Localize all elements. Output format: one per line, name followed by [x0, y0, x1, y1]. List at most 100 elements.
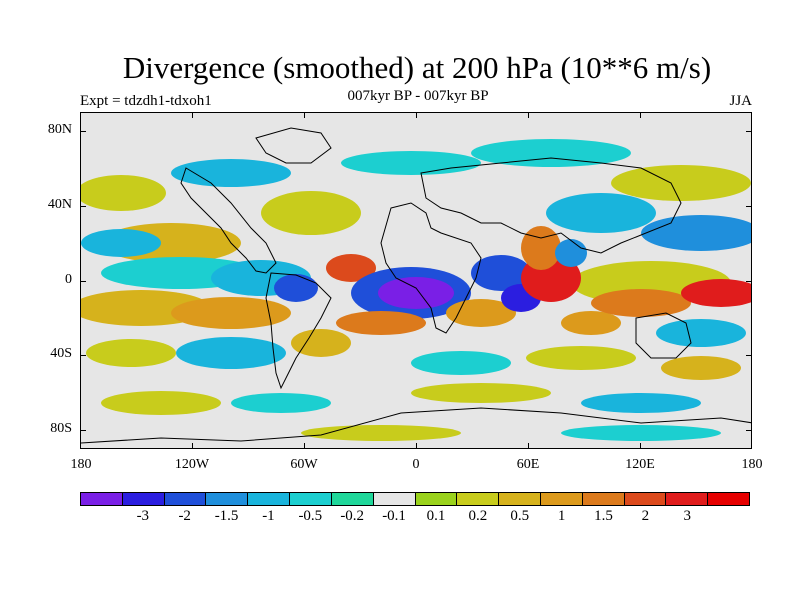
x-tick [528, 443, 529, 449]
fill-patch [86, 339, 176, 367]
coast-africa [380, 202, 482, 334]
coast-australia [635, 312, 692, 359]
fill-patch [446, 299, 516, 327]
y-label-80S: 80S [50, 421, 72, 436]
y-label-80N: 80N [47, 122, 72, 137]
x-label-120W: 120W [174, 457, 210, 472]
y-tick [80, 131, 86, 132]
fill-patch [291, 329, 351, 357]
y-tick [80, 430, 86, 431]
colorbar-label: -2 [178, 508, 191, 524]
colorbar-swatch [122, 493, 165, 505]
coast-antarctica [81, 407, 751, 444]
y-tick [80, 281, 86, 282]
fill-patch [231, 393, 331, 413]
y-tick [80, 355, 86, 356]
fill-patch [641, 215, 751, 251]
x-tick [304, 112, 305, 118]
coast-eurasia [420, 157, 682, 254]
x-label-180-left: 180 [70, 457, 92, 472]
x-tick [192, 443, 193, 449]
colorbar-label: 0.5 [510, 508, 530, 524]
fill-patch [471, 139, 631, 167]
colorbar-label: -3 [136, 508, 150, 524]
season-label: JJA [729, 93, 752, 109]
colorbar-swatch [499, 493, 541, 505]
y-label-0: 0 [65, 272, 72, 287]
fill-patch [411, 351, 511, 375]
colorbar-swatch [81, 493, 123, 505]
x-tick [416, 112, 417, 118]
fill-patch [301, 425, 461, 441]
fill-patch [561, 425, 721, 441]
y-label-40S: 40S [50, 346, 72, 361]
colorbar-swatch [290, 493, 332, 505]
x-tick [192, 112, 193, 118]
fill-patch [341, 151, 481, 175]
colorbar-label: 0.2 [468, 508, 488, 524]
fill-patch [81, 229, 161, 257]
colorbar-swatch [206, 493, 249, 505]
y-label-40N: 40N [47, 197, 72, 212]
x-tick [640, 112, 641, 118]
x-tick [528, 112, 529, 118]
colorbar-label: -0.5 [298, 508, 323, 524]
coastlines [81, 127, 751, 444]
y-tick [80, 206, 86, 207]
colorbar-label: -1 [262, 508, 275, 524]
fill-patch [336, 311, 426, 335]
colorbar-swatch [415, 493, 458, 505]
fill-patch [81, 175, 166, 211]
fill-patch [274, 274, 318, 302]
colorbar-label: -1.5 [214, 508, 239, 524]
period-label: 007kyr BP - 007kyr BP [347, 88, 489, 104]
fill-patch [611, 165, 751, 201]
fill-patch [656, 319, 746, 347]
y-tick [746, 430, 752, 431]
colorbar-swatch [331, 493, 374, 505]
fill-patch [261, 191, 361, 235]
x-label-0: 0 [412, 457, 420, 472]
y-tick [746, 206, 752, 207]
fill-patch [661, 356, 741, 380]
colorbar-label: 1.5 [594, 508, 613, 524]
fill-patch [561, 311, 621, 335]
fill-patch [326, 254, 376, 282]
fill-patch [521, 226, 561, 270]
colorbar-swatch [248, 493, 291, 505]
fill-patch [591, 289, 691, 317]
fill-patch [176, 337, 286, 369]
y-tick [746, 131, 752, 132]
x-tick [640, 443, 641, 449]
x-label-60W: 60W [290, 457, 318, 472]
coast-north-america [180, 167, 277, 274]
colorbar-label: 1 [557, 508, 566, 524]
fill-patch [526, 346, 636, 370]
colorbar-label: 2 [641, 508, 650, 524]
x-label-180-right: 180 [741, 457, 763, 472]
contour-fills [81, 139, 751, 441]
colorbar-label: 3 [683, 508, 691, 524]
fill-patch [546, 193, 656, 233]
colorbar-swatch [582, 493, 625, 505]
coast-greenland [255, 127, 332, 164]
coast-south-america [265, 272, 332, 390]
y-tick [746, 281, 752, 282]
x-tick [304, 443, 305, 449]
x-label-60E: 60E [516, 457, 540, 472]
experiment-label: Expt = tdzdh1-tdxoh1 [80, 93, 212, 109]
colorbar-swatch [708, 493, 749, 505]
colorbar-swatch [457, 493, 500, 505]
colorbar-swatch [164, 493, 207, 505]
fill-patch [555, 239, 587, 267]
colorbar-swatch [666, 493, 709, 505]
x-label-120E: 120E [625, 457, 655, 472]
colorbar-swatch [373, 493, 416, 505]
fill-patch [101, 391, 221, 415]
colorbar-label: 0.1 [426, 508, 446, 524]
colorbar-label: -0.1 [382, 508, 406, 524]
fill-patch [471, 255, 531, 291]
fill-patch [171, 159, 291, 187]
fill-patch [171, 297, 291, 329]
colorbar [80, 492, 750, 506]
